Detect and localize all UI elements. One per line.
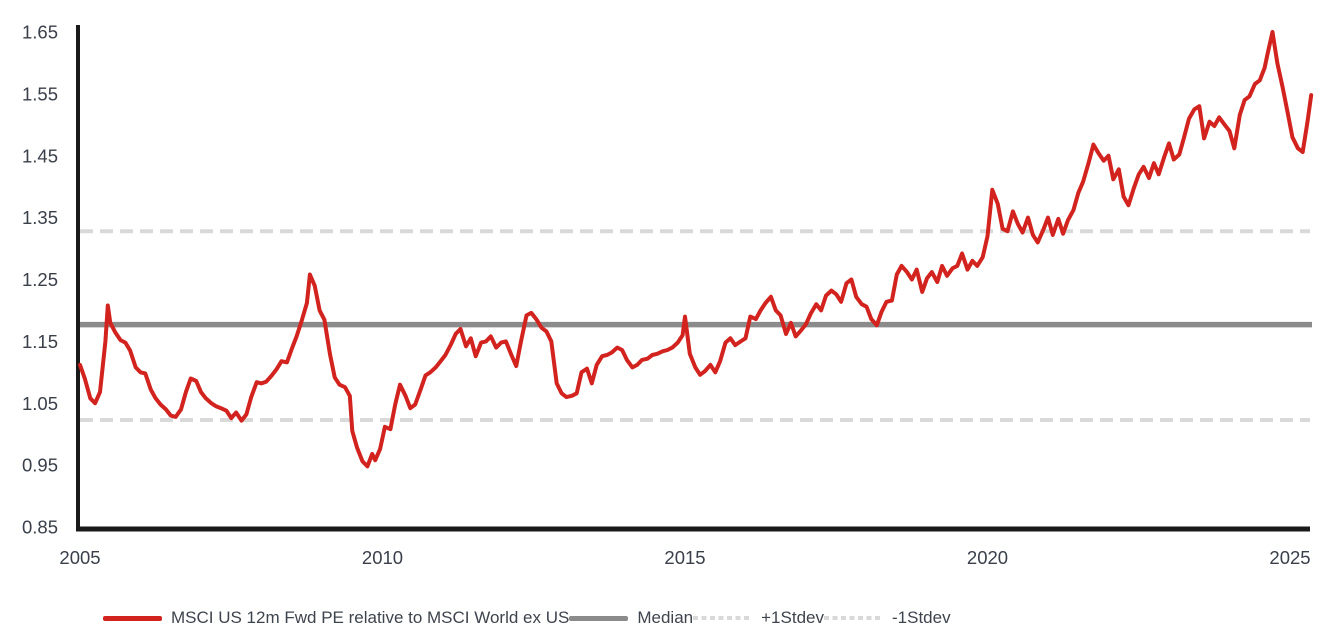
x-tick-label-2020: 2020 [967, 547, 1008, 568]
x-tick-label-2010: 2010 [362, 547, 403, 568]
legend-swatch-minus-1-stdev-line [823, 616, 883, 620]
relative-pe-line-chart: 0.85 0.95 1.05 1.15 1.25 1.35 1.45 1.55 1.65 2005… [22, 22, 1314, 568]
legend-item-median: Median [569, 608, 693, 628]
legend-swatch-plus-1-stdev-line [693, 616, 753, 620]
y-tick-label-1.05: 1.05 [22, 393, 58, 414]
relative-pe-series-line [78, 30, 1314, 469]
legend-label-minus-1-stdev: -1Stdev [891, 608, 951, 627]
y-tick-label-1.15: 1.15 [22, 331, 58, 352]
legend-swatch-relative-pe-line [103, 615, 162, 621]
x-tick-label-2015: 2015 [664, 547, 705, 568]
y-tick-label-1.25: 1.25 [22, 269, 58, 290]
y-tick-label-1.45: 1.45 [22, 145, 58, 166]
x-tick-label-2005: 2005 [59, 547, 100, 568]
legend-item-relative-pe: MSCI US 12m Fwd PE relative to MSCI Worl… [103, 608, 569, 628]
legend-item-minus-1-stdev: -1Stdev [823, 608, 951, 628]
legend-label-median: Median [637, 608, 694, 627]
y-tick-label-1.55: 1.55 [22, 83, 58, 104]
legend-label-plus-1-stdev: +1Stdev [761, 608, 824, 627]
legend-item-plus-1-stdev: +1Stdev [693, 608, 824, 628]
legend-swatch-median-line [569, 615, 629, 621]
y-tick-label-0.85: 0.85 [22, 517, 58, 538]
y-tick-label-1.65: 1.65 [22, 22, 58, 43]
legend-label-relative-pe: MSCI US 12m Fwd PE relative to MSCI Worl… [171, 608, 570, 627]
x-tick-label-2025: 2025 [1269, 547, 1310, 568]
y-tick-label-1.35: 1.35 [22, 207, 58, 228]
chart-legend: MSCI US 12m Fwd PE relative to MSCI Worl… [103, 604, 951, 632]
y-tick-label-0.95: 0.95 [22, 455, 58, 476]
